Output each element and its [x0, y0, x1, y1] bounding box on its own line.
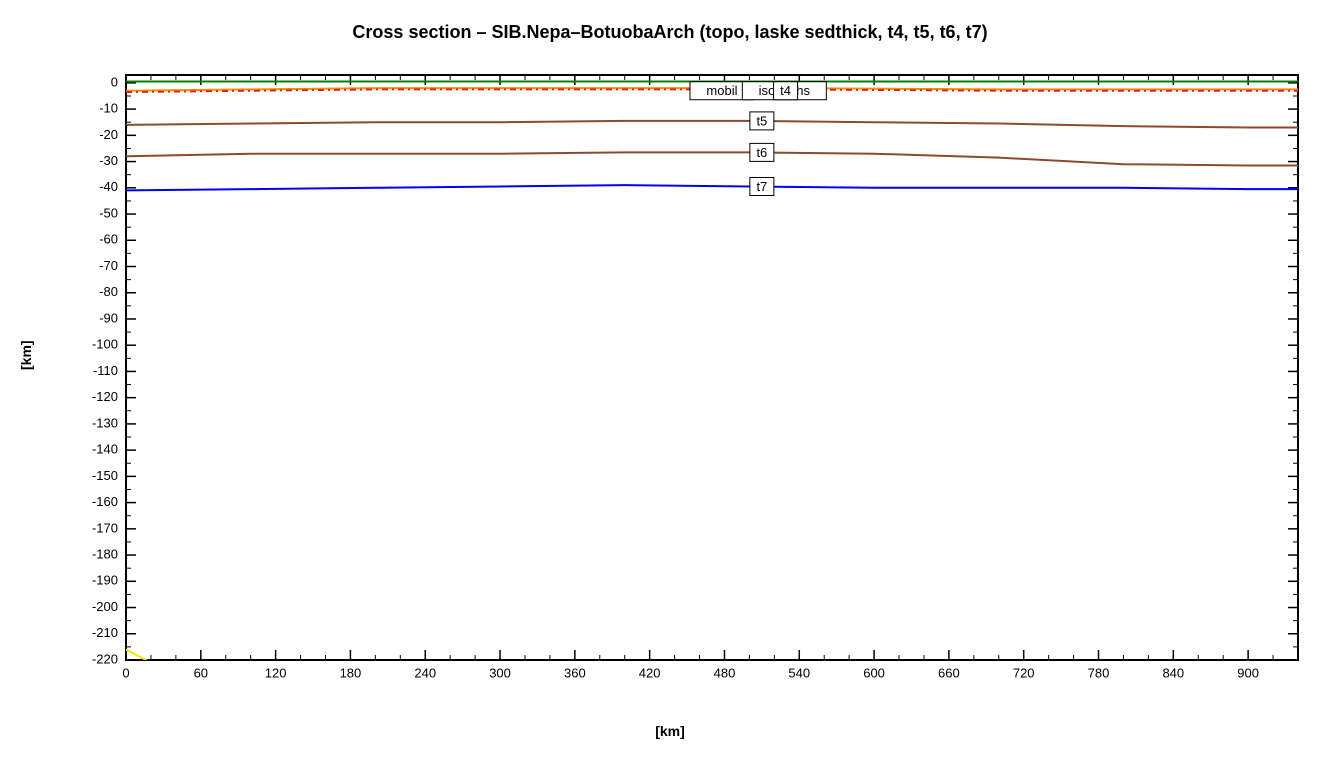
series-label-t6: t6 [756, 145, 767, 160]
series-t6 [126, 152, 1298, 165]
y-tick-label: -210 [92, 625, 118, 640]
y-tick-label: -160 [92, 494, 118, 509]
y-tick-label: -70 [99, 258, 118, 273]
y-tick-label: -30 [99, 153, 118, 168]
x-tick-label: 720 [1013, 666, 1035, 681]
y-tick-label: -60 [99, 232, 118, 247]
y-tick-label: -150 [92, 468, 118, 483]
y-tick-label: -220 [92, 651, 118, 666]
y-tick-label: -80 [99, 284, 118, 299]
series-label-t7: t7 [756, 179, 767, 194]
y-tick-label: -200 [92, 599, 118, 614]
y-tick-label: -110 [93, 363, 118, 378]
x-tick-label: 60 [194, 666, 208, 681]
y-tick-label: -140 [92, 442, 118, 457]
y-tick-label: -130 [92, 415, 118, 430]
x-tick-label: 900 [1237, 666, 1259, 681]
series-t5 [126, 121, 1298, 128]
x-tick-label: 0 [122, 666, 129, 681]
y-tick-label: -100 [92, 337, 118, 352]
series-label-t4: t4 [780, 83, 791, 98]
y-tick-label: -120 [92, 389, 118, 404]
x-tick-label: 660 [938, 666, 960, 681]
y-tick-label: -190 [92, 573, 118, 588]
y-tick-label: -170 [92, 520, 118, 535]
x-tick-label: 780 [1088, 666, 1110, 681]
x-tick-label: 840 [1162, 666, 1184, 681]
series-t7 [126, 185, 1298, 190]
series-label-mobil: mobil [706, 83, 737, 98]
x-tick-label: 600 [863, 666, 885, 681]
y-tick-label: -20 [99, 127, 118, 142]
y-tick-label: -180 [92, 547, 118, 562]
y-tick-label: 0 [111, 74, 118, 89]
x-tick-label: 240 [414, 666, 436, 681]
y-tick-label: -50 [99, 205, 118, 220]
x-tick-label: 420 [639, 666, 661, 681]
x-tick-label: 480 [714, 666, 736, 681]
x-tick-label: 540 [788, 666, 810, 681]
x-tick-label: 360 [564, 666, 586, 681]
y-tick-label: -90 [99, 310, 118, 325]
x-tick-label: 180 [340, 666, 362, 681]
y-tick-label: -10 [99, 101, 118, 116]
cross-section-plot: 0 60 120 180 240 300 360 420 480 540 600 660 720 780 8… [0, 0, 1340, 757]
y-tick-label: -40 [99, 179, 118, 194]
series-label-t5: t5 [756, 113, 767, 128]
x-tick-label: 300 [489, 666, 511, 681]
x-tick-label: 120 [265, 666, 287, 681]
